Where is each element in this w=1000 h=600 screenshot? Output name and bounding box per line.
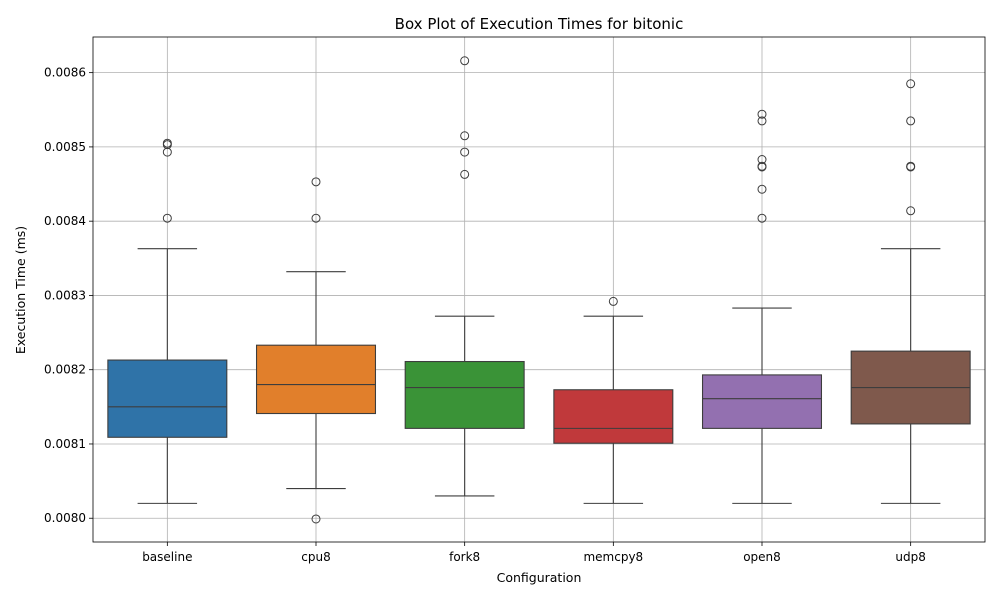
x-tick-label: fork8 (449, 550, 480, 564)
outlier-point (906, 161, 916, 171)
chart-title: Box Plot of Execution Times for bitonic (395, 15, 684, 33)
outlier-point (311, 177, 321, 187)
outlier-point (757, 155, 767, 165)
outlier-point (757, 213, 767, 223)
outlier-point (757, 109, 767, 119)
y-tick-label: 0.0082 (44, 363, 86, 377)
x-axis-label: Configuration (497, 570, 582, 585)
outlier-point (162, 138, 172, 148)
outlier-point (757, 116, 767, 126)
iqr-box (404, 360, 525, 429)
y-tick-label: 0.0081 (44, 437, 86, 451)
x-tick-label: baseline (142, 550, 192, 564)
outlier-point (311, 213, 321, 223)
iqr-box (701, 374, 823, 429)
outlier-point (906, 79, 916, 89)
box-baseline (107, 138, 228, 504)
box-fork8 (404, 56, 525, 497)
boxes-layer (107, 56, 971, 524)
x-tick-label: memcpy8 (583, 550, 643, 564)
plot-frame (92, 36, 986, 543)
outlier-point (460, 169, 470, 179)
axis-ticks: 0.0080 0.0081 0.0082 0.0083 0.0084 0.0085 0.00… (44, 66, 926, 564)
y-tick-label: 0.0084 (44, 214, 86, 228)
box-open8 (701, 109, 823, 504)
x-tick-label: udp8 (895, 550, 925, 564)
outlier-point (906, 116, 916, 126)
y-tick-label: 0.0080 (44, 511, 86, 525)
outlier-point (460, 131, 470, 141)
outlier-point (311, 514, 321, 524)
outlier-point (162, 147, 172, 157)
iqr-box (255, 344, 377, 415)
grid-lines (93, 37, 985, 542)
outlier-point (906, 206, 916, 216)
iqr-box (107, 359, 228, 438)
outlier-point (757, 161, 767, 171)
outlier-point (460, 56, 470, 66)
box-cpu8 (255, 177, 377, 524)
y-axis-label: Execution Time (ms) (13, 226, 28, 354)
y-tick-label: 0.0086 (44, 66, 86, 80)
x-tick-label: open8 (743, 550, 781, 564)
x-tick-label: cpu8 (301, 550, 330, 564)
y-tick-label: 0.0083 (44, 288, 86, 302)
outlier-point (162, 213, 172, 223)
box-udp8 (850, 79, 971, 504)
y-tick-label: 0.0085 (44, 140, 86, 154)
outlier-point (608, 296, 618, 306)
outlier-point (757, 184, 767, 194)
box-memcpy8 (553, 296, 674, 504)
iqr-box (553, 389, 674, 444)
outlier-point (460, 147, 470, 157)
